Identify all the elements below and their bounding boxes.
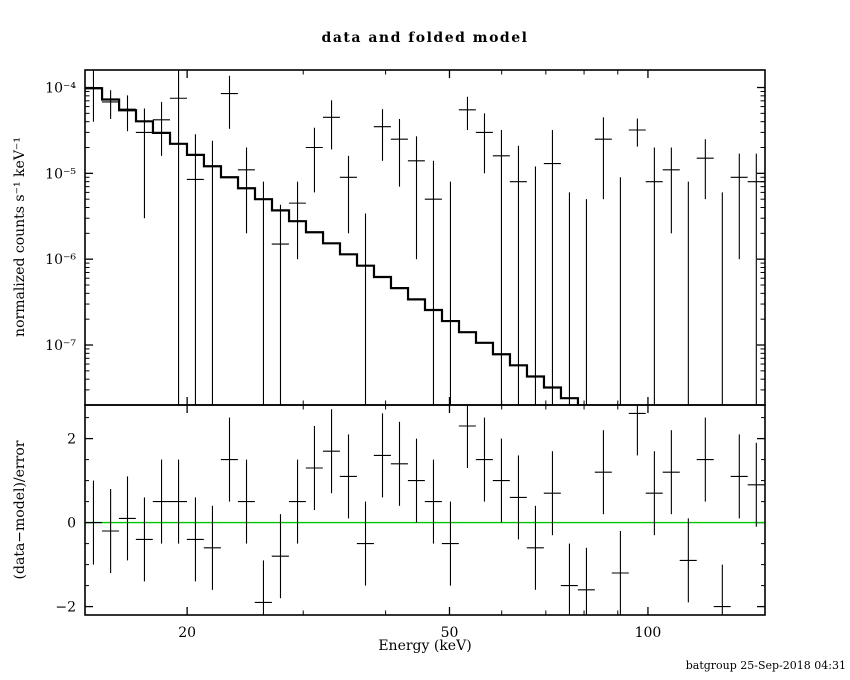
model-layer [85, 87, 580, 405]
y-axis-label-top: normalized counts s⁻¹ keV⁻¹ [12, 137, 28, 337]
x-tick-label: 50 [441, 625, 459, 641]
y-tick-label: 0 [67, 516, 76, 532]
x-tick-label: 100 [635, 625, 662, 641]
y-tick-label: 10⁻⁴ [45, 81, 76, 97]
residual-data-layer [85, 405, 765, 615]
footer-stamp: batgroup 25-Sep-2018 04:31 [686, 659, 846, 672]
x-tick-label: 20 [178, 625, 196, 641]
y-tick-label: 10⁻⁷ [45, 338, 76, 354]
y-tick-label: −2 [55, 600, 76, 616]
model-step-line [85, 87, 580, 405]
top-panel-frame [84, 69, 766, 406]
y-tick-label: 10⁻⁵ [45, 166, 76, 182]
y-axis-label-bottom: (data−model)/error [12, 440, 28, 579]
bottom-panel-frame [84, 404, 766, 616]
spectrum-data-layer [85, 70, 765, 405]
y-tick-label: 10⁻⁶ [45, 252, 76, 268]
x-axis-label: Energy (keV) [378, 638, 471, 654]
y-tick-label: 2 [67, 432, 76, 448]
plot-title: data and folded model [322, 30, 529, 46]
